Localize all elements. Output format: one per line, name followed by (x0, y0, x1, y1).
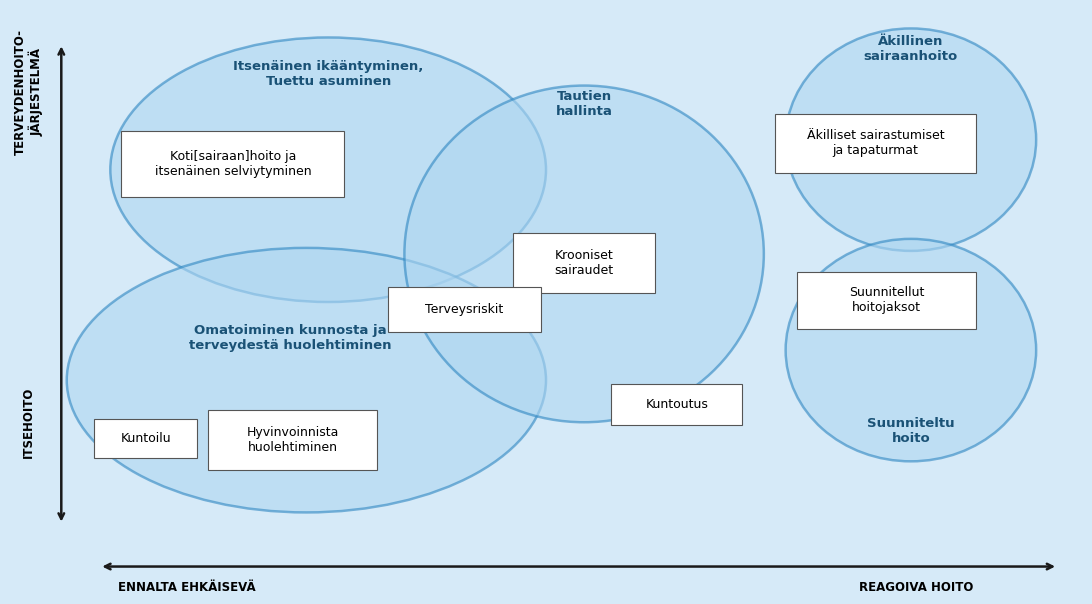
Text: Suunnitellut
hoitojaksot: Suunnitellut hoitojaksot (848, 286, 924, 315)
Ellipse shape (110, 37, 546, 302)
FancyBboxPatch shape (796, 272, 976, 329)
Text: REAGOIVA HOITO: REAGOIVA HOITO (859, 581, 974, 594)
Text: Hyvinvoinnista
huolehtiminen: Hyvinvoinnista huolehtiminen (247, 426, 339, 454)
FancyBboxPatch shape (612, 384, 743, 425)
Text: Äkilliset sairastumiset
ja tapaturmat: Äkilliset sairastumiset ja tapaturmat (807, 129, 945, 157)
Text: ITSEHOITO: ITSEHOITO (22, 387, 35, 458)
Ellipse shape (785, 239, 1036, 461)
Text: Krooniset
sairaudet: Krooniset sairaudet (555, 249, 614, 277)
Text: Terveysriskit: Terveysriskit (425, 303, 503, 316)
Ellipse shape (404, 86, 763, 422)
Text: Itsenäinen ikääntyminen,
Tuettu asuminen: Itsenäinen ikääntyminen, Tuettu asuminen (233, 60, 424, 88)
FancyBboxPatch shape (388, 287, 541, 332)
Ellipse shape (67, 248, 546, 512)
Text: Kuntoilu: Kuntoilu (120, 432, 171, 445)
Text: Omatoiminen kunnosta ja
terveydestä huolehtiminen: Omatoiminen kunnosta ja terveydestä huol… (189, 324, 391, 352)
Text: TERVEYDENHOITO-
JÄRJESTELMÄ: TERVEYDENHOITO- JÄRJESTELMÄ (14, 28, 44, 155)
FancyBboxPatch shape (774, 114, 976, 173)
Ellipse shape (785, 28, 1036, 251)
FancyBboxPatch shape (121, 130, 344, 197)
Text: Kuntoutus: Kuntoutus (645, 398, 708, 411)
Text: ENNALTA EHKÄISEVÄ: ENNALTA EHKÄISEVÄ (118, 581, 256, 594)
Text: Koti[sairaan]hoito ja
itsenäinen selviytyminen: Koti[sairaan]hoito ja itsenäinen selviyt… (155, 150, 311, 178)
FancyBboxPatch shape (94, 419, 198, 458)
Text: Suunniteltu
hoito: Suunniteltu hoito (867, 417, 954, 445)
FancyBboxPatch shape (209, 410, 377, 471)
Text: Tautien
hallinta: Tautien hallinta (556, 89, 613, 118)
FancyBboxPatch shape (513, 233, 655, 293)
Text: Äkillinen
sairaanhoito: Äkillinen sairaanhoito (864, 36, 958, 63)
